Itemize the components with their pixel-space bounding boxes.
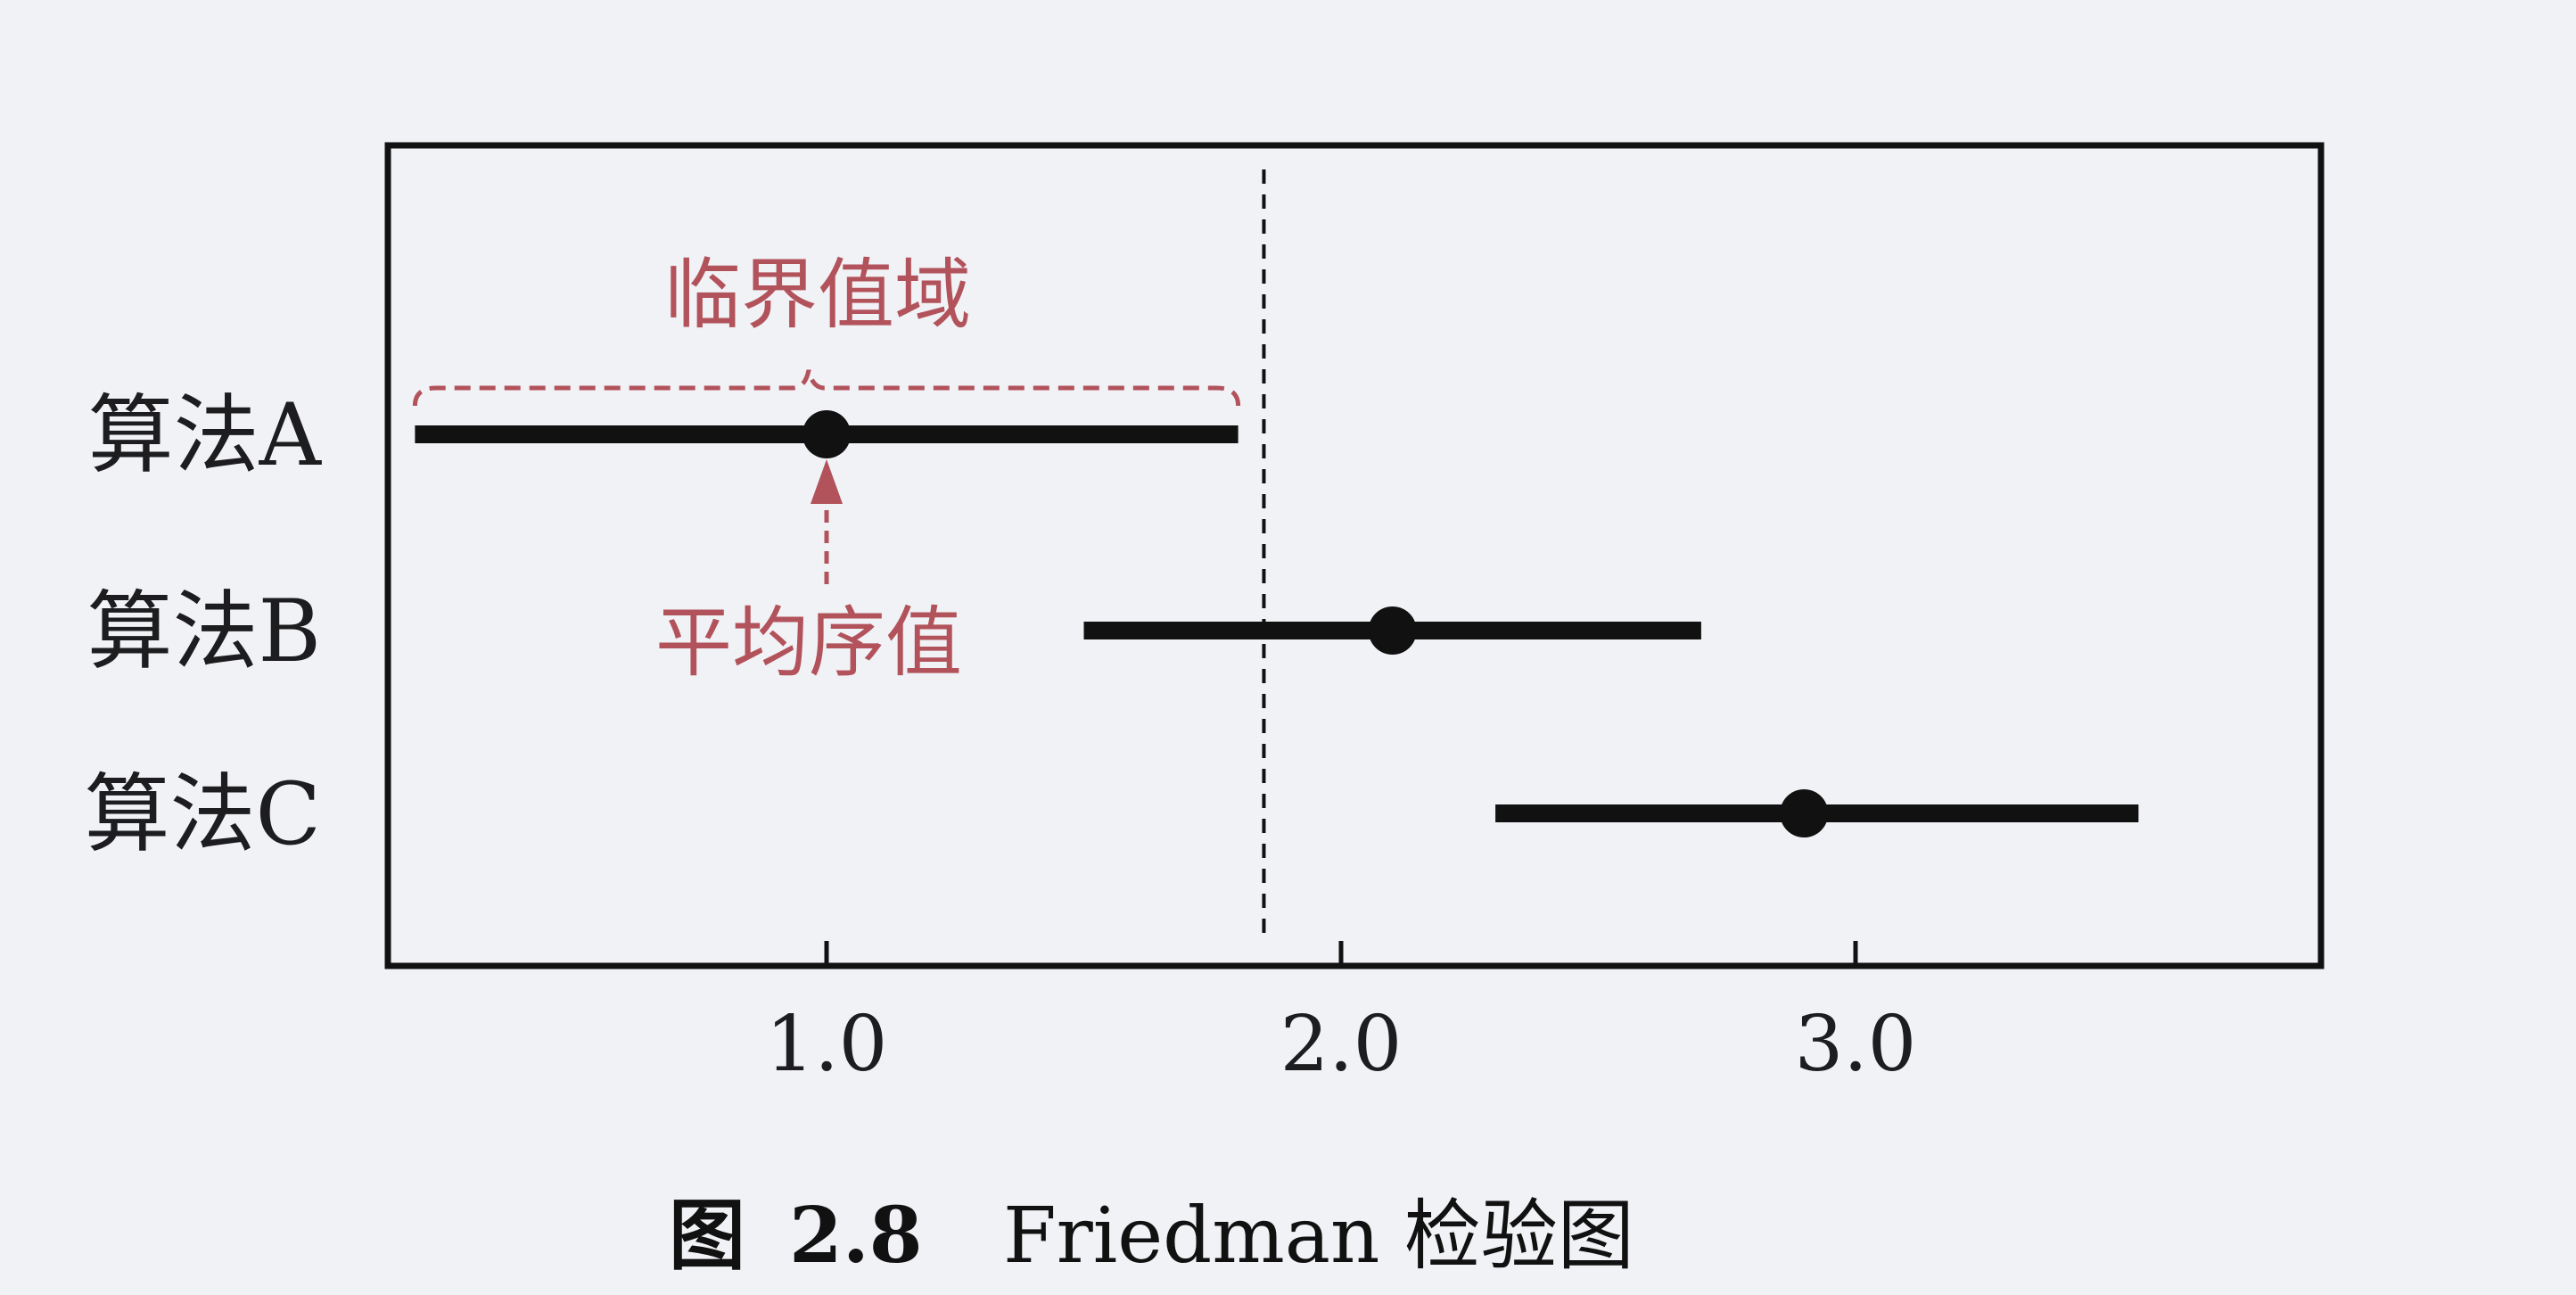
mean-point-c [1780,789,1829,837]
caption-text: Friedman 检验图 [1003,1192,1634,1281]
mean-point-a [802,410,851,458]
plot-frame [384,142,2325,969]
caption-number: 2.8 [789,1191,923,1281]
row-label-b: 算法B [86,582,321,681]
x-tick-label-1: 1.0 [766,1000,888,1089]
caption-label: 图 [669,1192,745,1281]
critical-region-brace [412,369,1241,407]
critical-region-label: 临界值域 [664,251,971,340]
row-label-c: 算法C [85,764,321,864]
x-tick-label-3: 3.0 [1795,1000,1917,1089]
mean-rank-label: 平均序值 [655,598,962,688]
mean-point-b [1368,606,1417,655]
row-label-a: 算法A [88,385,323,485]
x-tick-label-2: 2.0 [1280,1000,1403,1089]
mean-rank-arrow-head [811,459,843,504]
